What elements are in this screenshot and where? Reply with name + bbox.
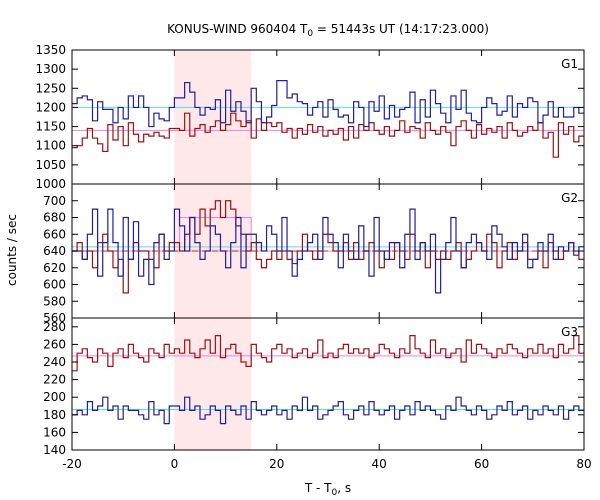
x-tick-label: 60	[474, 457, 489, 471]
panel-plot-area	[72, 335, 584, 425]
y-tick-label: 240	[43, 355, 66, 369]
y-tick-label: 580	[43, 294, 66, 308]
y-tick-label: 220	[43, 373, 66, 387]
chart-title: KONUS-WIND 960404 T0 = 51443s UT (14:17:…	[167, 22, 489, 39]
x-tick-label: 40	[372, 457, 387, 471]
y-tick-label: 160	[43, 425, 66, 439]
y-tick-label: 1000	[35, 177, 66, 191]
series-blue-g2	[72, 208, 584, 294]
series-red-g1	[72, 112, 584, 158]
series-red-g2	[72, 200, 584, 294]
panel-g3: 140 160 180 200 220 240 260 280 G3	[43, 317, 585, 457]
chart-title-main: KONUS-WIND 960404 T	[167, 22, 308, 36]
y-tick-label: 680	[43, 211, 66, 225]
chart-title-subscript: 0	[307, 29, 313, 39]
y-tick-label: 1200	[35, 100, 66, 114]
y-tick-label: 200	[43, 390, 66, 404]
y-tick-label: 1250	[35, 81, 66, 95]
x-axis-label: T - T0, s	[304, 481, 351, 498]
x-axis-label-subscript: 0	[332, 488, 338, 498]
y-tick-label: 600	[43, 278, 66, 292]
panel-label: G2	[561, 191, 578, 205]
y-tick-label: 1350	[35, 43, 66, 57]
panel-g1: 1000 1050 1100 1150 1200 1250 1300 1350 G1	[35, 43, 585, 191]
y-tick-label: 260	[43, 337, 66, 351]
y-tick-label: 140	[43, 443, 66, 457]
y-tick-label: 280	[43, 320, 66, 334]
panel-frame	[71, 317, 585, 451]
y-axis-label: counts / sec	[5, 214, 19, 286]
series-blue-g1	[72, 80, 584, 128]
panel-plot-area	[72, 80, 584, 158]
y-tick-label: 620	[43, 261, 66, 275]
x-tick-label: 80	[576, 457, 591, 471]
y-tick-label: 700	[43, 194, 66, 208]
y-tick-label: 180	[43, 408, 66, 422]
x-tick-label: 20	[269, 457, 284, 471]
y-tick-label: 1300	[35, 62, 66, 76]
x-axis-label-rest: , s	[337, 481, 351, 495]
y-tick-label: 660	[43, 227, 66, 241]
chart-title-rest: = 51443s UT (14:17:23.000)	[313, 22, 489, 36]
panel-label: G1	[561, 57, 578, 71]
series-red-g3	[72, 335, 584, 372]
x-tick-label: -20	[62, 457, 82, 471]
panel-g2: 560 580 600 620 640 660 680 700 G2	[43, 183, 585, 325]
y-tick-label: 1050	[35, 158, 66, 172]
x-axis-label-main: T - T	[304, 481, 332, 495]
x-tick-label: 0	[171, 457, 179, 471]
y-tick-label: 1100	[35, 139, 66, 153]
panels-layer: 1000 1050 1100 1150 1200 1250 1300 1350 G1 560 580…	[35, 43, 591, 471]
highlight-interval	[174, 50, 252, 450]
series-blue-g3	[72, 396, 584, 425]
y-tick-label: 640	[43, 244, 66, 258]
y-tick-label: 560	[43, 311, 66, 325]
panel-plot-area	[72, 200, 584, 294]
y-tick-label: 1150	[35, 120, 66, 134]
panel-label: G3	[561, 325, 578, 339]
